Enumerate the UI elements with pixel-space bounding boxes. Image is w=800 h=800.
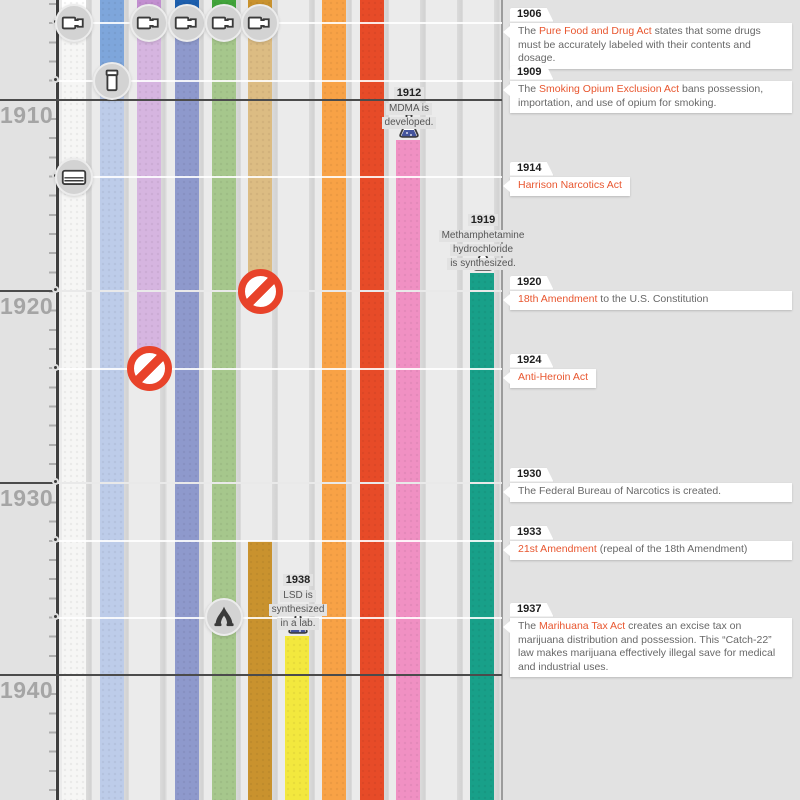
chart-label-year: 1912 bbox=[393, 87, 425, 99]
bottle-icon bbox=[205, 4, 243, 42]
timeline-axis bbox=[56, 0, 59, 800]
event-1914: 1914 Harrison Narcotics Act bbox=[503, 158, 630, 196]
event-year-tag: 1914 bbox=[510, 162, 553, 176]
praying-hands-icon bbox=[205, 598, 243, 636]
bar-segment bbox=[175, 23, 199, 800]
event-description: 18th Amendment to the U.S. Constitution bbox=[503, 291, 792, 310]
act-name: Pure Food and Drug Act bbox=[539, 25, 652, 37]
event-dot-1930 bbox=[52, 478, 59, 485]
prohibition-icon bbox=[127, 346, 172, 391]
event-year-tag: 1920 bbox=[510, 276, 553, 290]
bottle-icon bbox=[130, 4, 168, 42]
axis-year-ticks bbox=[49, 0, 57, 800]
event-description: The Pure Food and Drug Act states that s… bbox=[503, 23, 792, 69]
gridline-1940 bbox=[0, 674, 502, 676]
chart-label-year: 1919 bbox=[467, 214, 499, 226]
gridline-1910 bbox=[0, 99, 502, 101]
event-dot-1933 bbox=[52, 536, 59, 543]
event-1933: 1933 21st Amendment (repeal of the 18th … bbox=[503, 522, 792, 560]
event-line-1924 bbox=[58, 368, 502, 370]
event-1920: 1920 18th Amendment to the U.S. Constitu… bbox=[503, 272, 792, 310]
act-name: Smoking Opium Exclusion Act bbox=[539, 83, 680, 95]
panel-divider-line bbox=[501, 0, 503, 800]
event-1906: 1906 The Pure Food and Drug Act states t… bbox=[503, 4, 792, 69]
axis-label-1930: 1930 bbox=[0, 485, 54, 511]
bar-segment bbox=[360, 0, 384, 800]
bottle-icon bbox=[168, 4, 206, 42]
event-description: Harrison Narcotics Act bbox=[503, 177, 630, 196]
callout-arrow bbox=[503, 544, 510, 556]
bar-segment bbox=[212, 23, 236, 800]
event-1930: 1930 The Federal Bureau of Narcotics is … bbox=[503, 464, 792, 502]
bar-segment bbox=[396, 140, 420, 800]
event-description: The Federal Bureau of Narcotics is creat… bbox=[503, 483, 792, 502]
bar-segment bbox=[322, 0, 346, 800]
event-1937: 1937 The Marihuana Tax Act creates an ex… bbox=[503, 599, 792, 677]
event-year-tag: 1906 bbox=[510, 8, 553, 22]
chart-label-1919: 1919 Methamphetamine hydrochloride is sy… bbox=[422, 210, 544, 270]
bar-segment bbox=[62, 23, 86, 800]
event-description: The Marihuana Tax Act creates an excise … bbox=[503, 618, 792, 677]
callout-arrow bbox=[503, 621, 510, 633]
event-year-tag: 1909 bbox=[510, 66, 553, 80]
callout-arrow bbox=[503, 294, 510, 306]
event-line-1930 bbox=[58, 482, 502, 484]
chart-label-1912: 1912 MDMA is developed. bbox=[348, 83, 470, 129]
callout-arrow bbox=[503, 84, 510, 96]
act-name: 18th Amendment bbox=[518, 293, 598, 305]
track-column bbox=[426, 0, 463, 800]
event-description: Anti-Heroin Act bbox=[503, 369, 597, 388]
event-1909: 1909 The Smoking Opium Exclusion Act ban… bbox=[503, 62, 792, 113]
act-name: Harrison Narcotics Act bbox=[518, 179, 622, 191]
bar-segment bbox=[248, 23, 272, 291]
bottle-icon bbox=[55, 4, 93, 42]
rx-pad-icon bbox=[55, 158, 93, 196]
callout-arrow bbox=[503, 372, 510, 384]
event-description: The Smoking Opium Exclusion Act bans pos… bbox=[503, 81, 792, 113]
act-name: Anti-Heroin Act bbox=[518, 371, 589, 383]
act-name: 21st Amendment bbox=[518, 543, 597, 555]
event-dot-1909 bbox=[52, 76, 59, 83]
event-dot-1924 bbox=[52, 364, 59, 371]
act-name: Marihuana Tax Act bbox=[539, 620, 626, 632]
prohibition-icon bbox=[238, 269, 283, 314]
chart-label-year: 1938 bbox=[282, 574, 314, 586]
event-year-tag: 1937 bbox=[510, 603, 553, 617]
chart-label-1938: 1938 LSD is synthesized in a lab. bbox=[237, 570, 359, 630]
bar-segment bbox=[137, 23, 161, 369]
callout-arrow bbox=[503, 26, 510, 38]
callout-arrow bbox=[503, 180, 510, 192]
event-dot-1920 bbox=[52, 286, 59, 293]
event-year-tag: 1924 bbox=[510, 354, 553, 368]
bar-segment bbox=[285, 636, 309, 800]
axis-label-1940: 1940 bbox=[0, 677, 54, 703]
axis-label-1910: 1910 bbox=[0, 102, 54, 128]
event-line-1909 bbox=[58, 80, 502, 82]
event-1924: 1924 Anti-Heroin Act bbox=[503, 350, 597, 388]
event-dot-1937 bbox=[52, 613, 59, 620]
bar-segment bbox=[470, 273, 494, 800]
axis-label-1920: 1920 bbox=[0, 293, 54, 319]
bottle-icon bbox=[241, 4, 279, 42]
callout-arrow bbox=[503, 486, 510, 498]
event-line-1933 bbox=[58, 540, 502, 542]
pill-bottle-icon bbox=[93, 62, 131, 100]
event-line-1906 bbox=[58, 22, 502, 24]
event-year-tag: 1930 bbox=[510, 468, 553, 482]
bar-segment bbox=[100, 81, 124, 800]
event-year-tag: 1933 bbox=[510, 526, 553, 540]
event-description: 21st Amendment (repeal of the 18th Amend… bbox=[503, 541, 792, 560]
event-line-1914 bbox=[58, 176, 502, 178]
bar-segment bbox=[248, 541, 272, 800]
